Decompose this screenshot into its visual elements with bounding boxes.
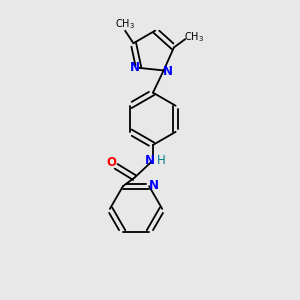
Text: N: N <box>163 64 172 77</box>
Text: CH$_3$: CH$_3$ <box>184 30 203 44</box>
Text: CH$_3$: CH$_3$ <box>115 17 135 31</box>
Text: N: N <box>144 154 154 167</box>
Text: N: N <box>130 61 140 74</box>
Text: H: H <box>157 154 166 167</box>
Text: O: O <box>107 156 117 169</box>
Text: N: N <box>149 179 159 192</box>
